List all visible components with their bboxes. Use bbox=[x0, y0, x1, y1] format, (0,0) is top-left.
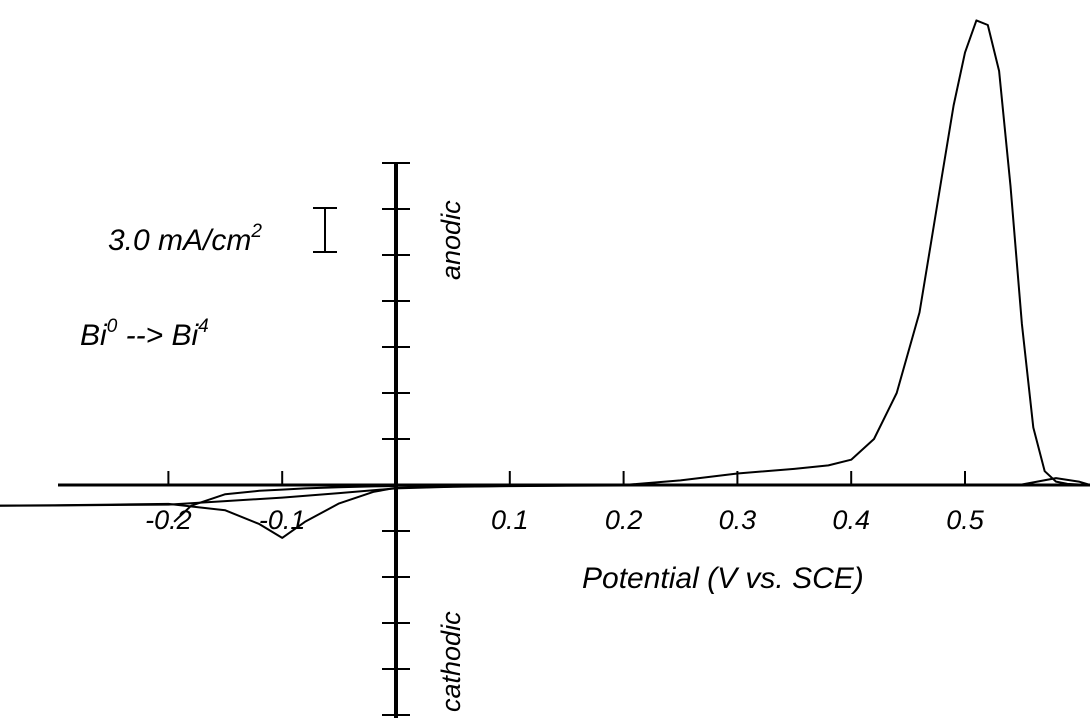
curves-group bbox=[0, 19, 1090, 539]
anodic-label: anodic bbox=[436, 200, 466, 280]
cathodic-label: cathodic bbox=[436, 611, 466, 712]
x-tick-label-5: 0.3 bbox=[719, 505, 757, 535]
x-tick-label-6: 0.4 bbox=[832, 505, 870, 535]
series-line-2 bbox=[0, 477, 1090, 507]
series-line-1 bbox=[0, 19, 1090, 539]
x-ticks-group bbox=[167, 471, 966, 485]
x-axis-title: Potential (V vs. SCE) bbox=[582, 562, 864, 595]
x-tick-label-2: -0.1 bbox=[259, 505, 306, 535]
x-tick-label-4: 0.2 bbox=[605, 505, 643, 535]
scale-bar bbox=[313, 207, 337, 253]
reaction-label: Bi0 --> Bi4 bbox=[80, 316, 209, 352]
x-tick-labels-group: -0.2 -0.1 0.1 0.2 0.3 0.4 0.5 bbox=[145, 505, 985, 535]
x-tick-label-3: 0.1 bbox=[491, 505, 529, 535]
x-tick-label-1: -0.2 bbox=[145, 505, 192, 535]
series-line-3 bbox=[173, 485, 397, 523]
x-tick-label-7: 0.5 bbox=[946, 505, 985, 535]
scale-bar-label: 3.0 mA/cm2 bbox=[108, 221, 262, 257]
y-ticks-group bbox=[382, 162, 410, 716]
